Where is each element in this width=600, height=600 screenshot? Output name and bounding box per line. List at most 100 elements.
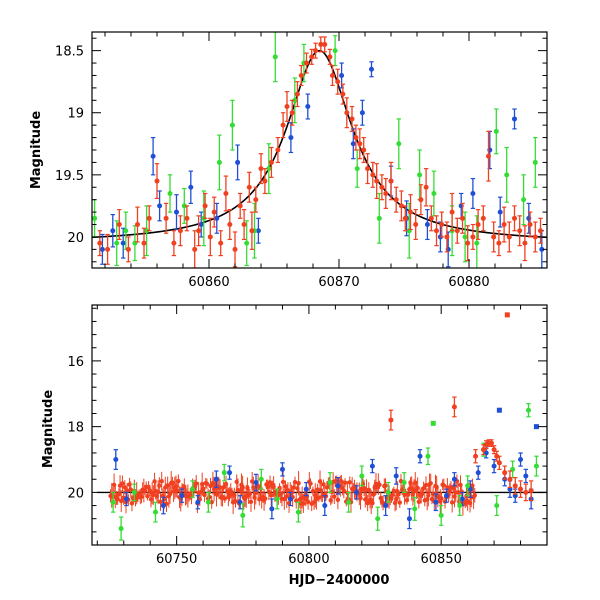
data-point xyxy=(475,470,481,476)
band-point xyxy=(124,488,130,493)
data-point xyxy=(160,503,166,509)
data-point xyxy=(214,215,220,221)
data-point xyxy=(190,486,196,492)
band-point xyxy=(423,482,429,488)
top-y-axis-label: Magnitude xyxy=(29,111,44,190)
band-point xyxy=(158,499,163,504)
data-point xyxy=(425,453,431,459)
data-point xyxy=(369,463,375,469)
data-point xyxy=(157,203,163,209)
data-point xyxy=(154,178,160,184)
data-point xyxy=(359,110,365,116)
data-point xyxy=(279,466,285,472)
band-point xyxy=(204,481,210,486)
data-point xyxy=(295,509,301,515)
band-point xyxy=(152,479,157,484)
data-point xyxy=(424,222,430,228)
band-point xyxy=(316,495,322,500)
data-point xyxy=(253,480,259,486)
y-tick-label: 19.5 xyxy=(55,169,84,184)
bottom-axes: 60750 60800 60850 16 18 20 xyxy=(67,304,548,567)
data-point xyxy=(357,141,363,147)
series-2 xyxy=(388,312,534,502)
series-1 xyxy=(92,32,538,268)
data-point xyxy=(444,234,450,240)
data-point xyxy=(303,486,309,492)
data-point xyxy=(451,404,457,410)
series-2 xyxy=(97,36,543,268)
data-point xyxy=(512,116,517,122)
data-point xyxy=(504,312,510,318)
data-point xyxy=(430,420,436,426)
data-point xyxy=(195,499,201,505)
data-point xyxy=(412,506,418,512)
data-point xyxy=(218,240,224,246)
data-point xyxy=(460,215,465,221)
data-point xyxy=(497,209,503,215)
data-point xyxy=(398,203,404,209)
data-point xyxy=(494,503,500,509)
x-tick-label: 60750 xyxy=(156,552,197,567)
data-point xyxy=(512,483,518,489)
data-point xyxy=(113,457,119,463)
data-point xyxy=(211,209,217,215)
data-point xyxy=(227,470,233,476)
data-point xyxy=(327,54,333,60)
data-point xyxy=(309,54,315,60)
data-point xyxy=(493,128,499,134)
data-point xyxy=(237,203,243,209)
data-point xyxy=(125,246,131,252)
data-point xyxy=(488,440,494,446)
panel-top-zoom: 60860 60870 60880 18.5 19 19.5 20 Magnitude xyxy=(29,31,548,290)
data-point xyxy=(144,228,150,234)
band-point xyxy=(377,482,382,487)
band-point xyxy=(305,499,311,504)
band-point xyxy=(366,487,372,493)
bot-axes-frame xyxy=(91,304,548,546)
data-point xyxy=(413,222,419,228)
y-tick-label: 20 xyxy=(67,231,84,246)
data-point xyxy=(465,240,471,246)
data-point xyxy=(244,240,250,246)
data-point xyxy=(292,97,298,103)
band-point xyxy=(439,496,444,501)
data-point xyxy=(388,417,394,423)
data-point xyxy=(330,72,335,78)
band-point xyxy=(145,494,150,499)
data-point xyxy=(99,246,105,252)
band-point xyxy=(269,493,274,498)
x-tick-label: 60870 xyxy=(318,275,359,290)
dense-band-points xyxy=(108,469,477,516)
data-point xyxy=(123,228,129,234)
band-point xyxy=(294,498,299,503)
band-point xyxy=(415,485,420,491)
band-point xyxy=(449,500,455,505)
data-point xyxy=(213,476,219,482)
data-point xyxy=(402,215,408,221)
data-point xyxy=(235,159,241,165)
bottom-data-layer xyxy=(97,312,547,541)
data-point xyxy=(207,234,213,240)
data-point xyxy=(438,512,444,518)
data-point xyxy=(287,496,293,502)
band-point xyxy=(404,498,410,503)
y-tick-label: 19 xyxy=(67,107,84,122)
band-point xyxy=(416,499,422,505)
data-point xyxy=(110,499,116,505)
data-point xyxy=(361,147,367,153)
data-point xyxy=(379,184,385,190)
data-point xyxy=(262,178,268,184)
band-point xyxy=(151,492,156,498)
x-tick-label: 60850 xyxy=(421,552,462,567)
data-point xyxy=(288,135,294,141)
data-point xyxy=(114,240,120,246)
band-point xyxy=(342,480,348,485)
data-point xyxy=(451,476,457,482)
data-point xyxy=(354,166,360,172)
data-point xyxy=(433,499,439,505)
data-point xyxy=(470,234,476,240)
data-point xyxy=(418,197,424,203)
data-point xyxy=(240,512,246,518)
data-point xyxy=(525,407,531,413)
data-point xyxy=(192,246,198,252)
